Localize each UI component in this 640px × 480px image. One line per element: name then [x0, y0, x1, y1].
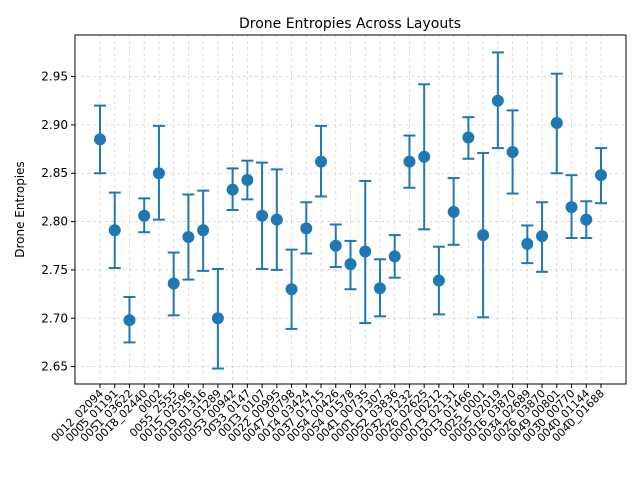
data-point-group: [359, 179, 372, 325]
data-point: [506, 145, 519, 158]
data-point: [138, 209, 151, 222]
data-point: [536, 230, 549, 243]
data-point-group: [197, 189, 210, 272]
y-tick-label: 2.70: [41, 311, 68, 325]
data-point: [315, 155, 328, 168]
data-point-group: [94, 104, 106, 175]
data-point-group: [595, 147, 607, 205]
data-point: [256, 209, 269, 222]
data-point: [580, 213, 593, 226]
data-point-group: [211, 267, 224, 370]
data-point-group: [300, 201, 313, 255]
plot-frame: [74, 34, 627, 385]
data-point: [388, 250, 401, 263]
y-tick-label: 2.65: [41, 360, 68, 374]
grid-lines: [75, 35, 626, 384]
data-point: [211, 312, 224, 325]
data-point: [270, 213, 283, 226]
data-point-group: [270, 168, 283, 271]
data-point-group: [241, 159, 254, 201]
data-point-group: [108, 191, 121, 269]
data-point: [447, 205, 460, 218]
data-point-group: [418, 83, 431, 231]
data-point: [197, 224, 210, 237]
data-point-group: [315, 124, 328, 198]
data-point: [418, 150, 431, 163]
data-point: [359, 245, 372, 258]
data-point: [521, 237, 534, 250]
data-point: [182, 231, 195, 244]
y-tick-label: 2.75: [41, 263, 68, 277]
y-axis-label: Drone Entropies: [13, 161, 27, 258]
data-point-group: [506, 109, 519, 195]
data-point: [123, 314, 136, 327]
data-point-group: [403, 134, 416, 189]
data-point-group: [432, 245, 445, 316]
y-tick-label: 2.95: [41, 70, 68, 84]
data-point-group: [285, 248, 298, 330]
data-point: [167, 277, 180, 290]
data-point: [403, 155, 416, 168]
data-point-group: [226, 167, 239, 211]
data-point-group: [152, 124, 165, 221]
data-point-group: [565, 174, 578, 240]
data-point: [108, 224, 121, 237]
data-point-group: [388, 234, 401, 279]
data-point-group: [256, 161, 269, 270]
data-point: [241, 174, 254, 187]
chart-title: Drone Entropies Across Layouts: [239, 16, 461, 32]
data-point-group: [550, 72, 563, 175]
data-point-group: [580, 200, 593, 240]
data-point-group: [138, 197, 151, 234]
data-points: [94, 51, 607, 370]
y-axis: 2.65 2.70 2.75 2.80 2.85 2.90 2.95: [41, 70, 75, 374]
data-point-group: [447, 177, 460, 246]
data-point: [595, 169, 607, 182]
data-point-group: [477, 151, 490, 319]
data-point: [329, 239, 342, 252]
data-point-group: [344, 239, 357, 291]
data-point-group: [536, 201, 549, 273]
data-point-group: [462, 116, 475, 160]
data-point-group: [329, 223, 342, 269]
data-point: [226, 183, 239, 196]
data-point: [373, 282, 386, 295]
data-point: [477, 229, 490, 242]
data-point-group: [123, 295, 136, 344]
data-point: [285, 283, 298, 296]
data-point: [550, 116, 563, 129]
data-point: [152, 167, 165, 180]
data-point: [344, 258, 357, 271]
data-point: [491, 94, 504, 107]
x-axis: 0012_020940005_011910051_036220018_02440…: [48, 384, 607, 445]
y-tick-label: 2.80: [41, 215, 68, 229]
y-tick-label: 2.90: [41, 118, 68, 132]
data-point: [565, 201, 578, 214]
data-point: [300, 222, 313, 235]
data-point: [462, 131, 475, 144]
data-point: [94, 133, 106, 146]
data-point: [432, 274, 445, 287]
y-tick-label: 2.85: [41, 166, 68, 180]
data-point-group: [182, 193, 195, 281]
data-point-group: [167, 251, 180, 317]
data-point-group: [373, 258, 386, 318]
data-point-group: [491, 51, 504, 150]
data-point-group: [521, 224, 534, 265]
